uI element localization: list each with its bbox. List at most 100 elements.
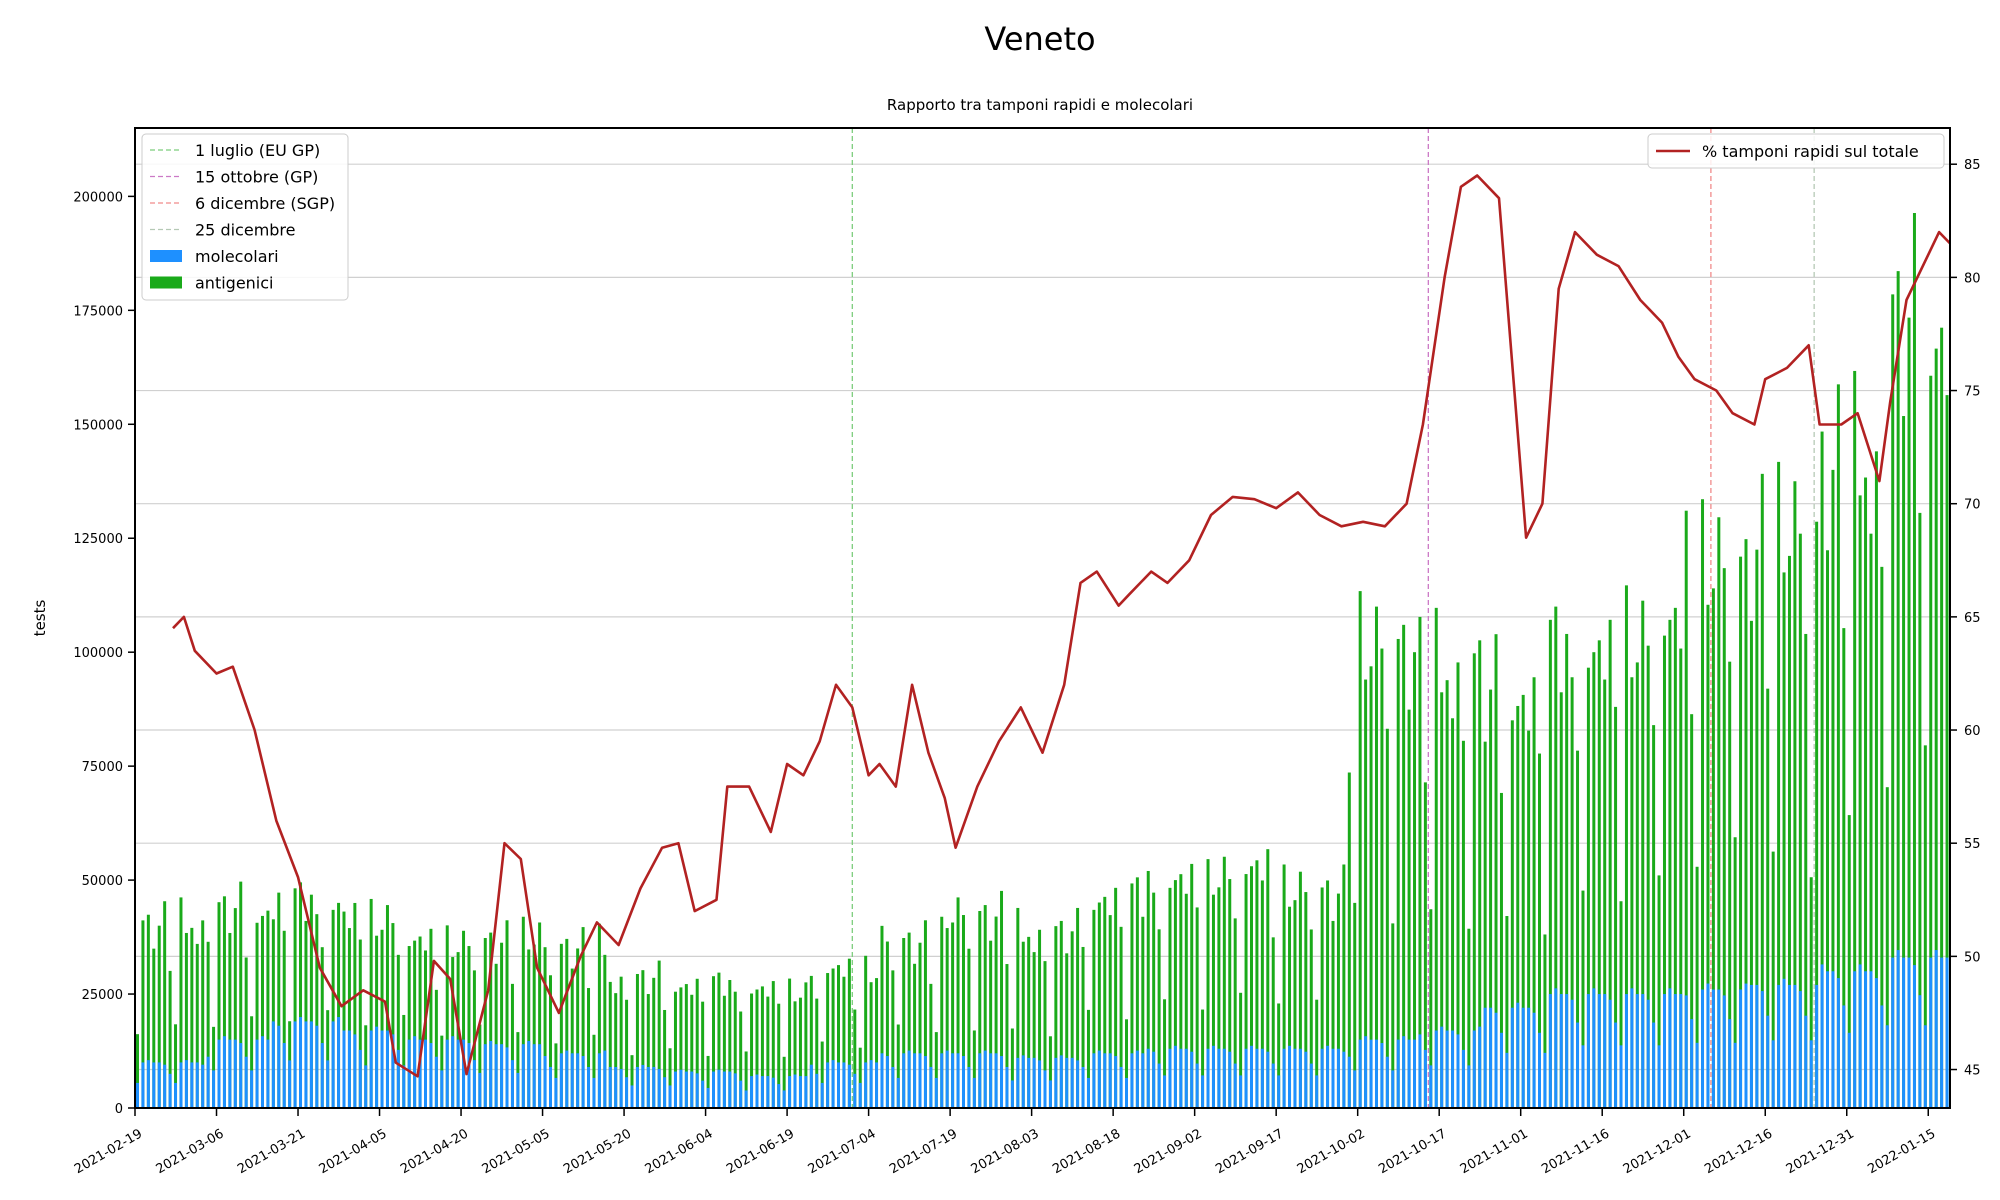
y2-tick-label: 70 (1964, 498, 1981, 513)
bar-molecolari (1342, 1051, 1346, 1108)
bar-antigenici (1217, 887, 1221, 1108)
bar-antigenici (1570, 677, 1574, 1108)
bar-molecolari (494, 1044, 498, 1108)
bar-molecolari (690, 1071, 694, 1108)
y2-tick-label: 80 (1964, 271, 1981, 286)
bar-molecolari (1429, 1065, 1433, 1108)
bar-molecolari (635, 1066, 639, 1108)
bar-molecolari (1690, 1019, 1694, 1108)
bar-antigenici (391, 923, 395, 1108)
bar-molecolari (271, 1021, 275, 1108)
bar-molecolari (1152, 1051, 1156, 1108)
bar-antigenici (505, 920, 509, 1108)
bar-antigenici (1684, 510, 1688, 1108)
bar-molecolari (1423, 1049, 1427, 1108)
bar-molecolari (304, 1021, 308, 1108)
bar-molecolari (1244, 1048, 1248, 1108)
bar-antigenici (1331, 920, 1335, 1108)
bar-molecolari (1190, 1051, 1194, 1108)
bar-molecolari (1358, 1039, 1362, 1108)
bar-antigenici (1782, 572, 1786, 1108)
bar-molecolari (500, 1044, 504, 1108)
bar-antigenici (679, 987, 683, 1108)
bar-molecolari (1434, 1030, 1438, 1108)
bar-antigenici (1168, 887, 1172, 1108)
bar-antigenici (733, 991, 737, 1108)
bar-molecolari (1912, 965, 1916, 1108)
bar-molecolari (418, 1039, 422, 1108)
bar-molecolari (1489, 1007, 1493, 1108)
bar-molecolari (277, 1025, 281, 1108)
bar-molecolari (902, 1053, 906, 1108)
bar-molecolari (260, 1036, 264, 1108)
bar-antigenici (434, 989, 438, 1108)
bar-antigenici (1369, 666, 1373, 1108)
bar-molecolari (766, 1076, 770, 1108)
bar-antigenici (1239, 992, 1243, 1108)
legend-box (141, 133, 349, 301)
bar-molecolari (1652, 1022, 1656, 1108)
bar-antigenici (1277, 1003, 1281, 1108)
bar-molecolari (1559, 994, 1563, 1108)
bar-antigenici (614, 993, 618, 1108)
bar-antigenici (760, 986, 764, 1108)
bar-molecolari (592, 1077, 596, 1108)
y2-tick-label: 55 (1964, 837, 1981, 852)
x-tick-label: 2021-11-01 (1458, 1126, 1531, 1177)
bar-antigenici (576, 948, 580, 1108)
bar-molecolari (1771, 1040, 1775, 1108)
bar-antigenici (1744, 539, 1748, 1108)
bar-molecolari (1032, 1057, 1036, 1108)
bar-antigenici (1054, 926, 1058, 1108)
bar-antigenici (510, 983, 514, 1108)
bar-molecolari (1016, 1057, 1020, 1108)
y-axis-label: tests (31, 600, 49, 637)
bar-molecolari (190, 1062, 194, 1108)
bar-molecolari (1836, 978, 1840, 1108)
bar-antigenici (1380, 648, 1384, 1108)
bar-molecolari (1347, 1056, 1351, 1108)
bar-molecolari (1668, 988, 1672, 1108)
bar-molecolari (299, 1017, 303, 1108)
bar-antigenici (347, 928, 351, 1108)
bar-molecolari (587, 1066, 591, 1108)
bar-antigenici (570, 968, 574, 1108)
bar-molecolari (1576, 1022, 1580, 1108)
bar-antigenici (690, 994, 694, 1108)
bar-antigenici (1836, 384, 1840, 1109)
bar-molecolari (1657, 1045, 1661, 1108)
bar-molecolari (880, 1053, 884, 1108)
bar-antigenici (1896, 271, 1900, 1108)
bar-antigenici (1793, 481, 1797, 1108)
bar-molecolari (695, 1073, 699, 1108)
bar-molecolari (1130, 1053, 1134, 1108)
bar-molecolari (798, 1076, 802, 1108)
bar-molecolari (505, 1047, 509, 1108)
bar-antigenici (625, 999, 629, 1108)
bar-antigenici (1510, 720, 1514, 1108)
axes: 0 25000 50000 75000 100000 125000 150000 175000… (72, 158, 1980, 1177)
bar-antigenici (1499, 792, 1503, 1108)
bar-antigenici (847, 958, 851, 1108)
bar-antigenici (1902, 416, 1906, 1109)
bar-molecolari (847, 1064, 851, 1108)
bar-molecolari (1114, 1056, 1118, 1108)
bar-antigenici (750, 993, 754, 1108)
bar-molecolari (1391, 1070, 1395, 1108)
y2-tick-label: 85 (1964, 158, 1981, 173)
bar-antigenici (1206, 859, 1210, 1108)
bar-antigenici (766, 996, 770, 1108)
bar-antigenici (668, 1048, 672, 1108)
bar-molecolari (771, 1077, 775, 1108)
bar-molecolari (179, 1062, 183, 1108)
bar-molecolari (1597, 994, 1601, 1108)
bar-molecolari (521, 1044, 525, 1108)
bar-antigenici (1809, 877, 1813, 1108)
y2-tick-label: 65 (1964, 611, 1981, 626)
bar-antigenici (1076, 907, 1080, 1108)
bar-molecolari (1217, 1048, 1221, 1108)
bar-molecolari (1407, 1039, 1411, 1108)
bar-molecolari (483, 1044, 487, 1108)
bar-molecolari (1706, 983, 1710, 1108)
bar-antigenici (782, 1056, 786, 1108)
